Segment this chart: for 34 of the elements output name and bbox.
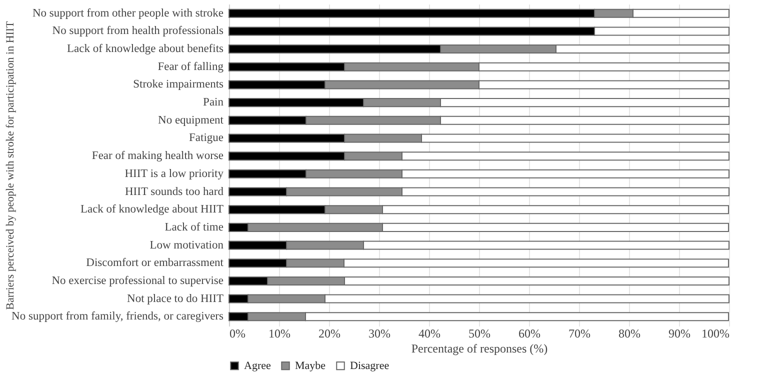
y-tick-label: No support from health professionals bbox=[52, 25, 224, 38]
x-tick-label: 90% bbox=[668, 326, 690, 340]
y-tick-label: No exercise professional to supervise bbox=[52, 274, 224, 287]
y-tick-label: HIIT is a low priority bbox=[124, 168, 224, 180]
x-tick-label: 50% bbox=[468, 326, 490, 340]
x-tick-label: 60% bbox=[518, 326, 540, 340]
y-tick-label: Discomfort or embarrassment bbox=[86, 257, 224, 270]
x-tick-label: 70% bbox=[568, 326, 590, 340]
y-tick-label: No equipment bbox=[158, 114, 224, 126]
y-tick-label: Lack of time bbox=[164, 221, 224, 234]
y-tick-label: Not place to do HIIT bbox=[127, 292, 224, 305]
x-axis-title: Percentage of responses (%) bbox=[411, 342, 548, 356]
x-tick-label: 0% bbox=[230, 326, 246, 340]
x-tick-label: 30% bbox=[368, 326, 390, 340]
y-tick-label: HIIT sounds too hard bbox=[125, 186, 224, 198]
x-tick-label: 10% bbox=[268, 326, 290, 340]
y-tick-label: Fatigue bbox=[189, 132, 224, 144]
legend-label: Maybe bbox=[295, 360, 326, 372]
y-tick-label: Lack of knowledge about benefits bbox=[67, 43, 224, 56]
y-tick-label: Lack of knowledge about HIIT bbox=[80, 204, 224, 216]
legend-label: Disagree bbox=[350, 360, 390, 372]
y-tick-label: No support from other people with stroke bbox=[32, 7, 224, 20]
y-axis-title: Barriers perceived by people with stroke for participation in HIIT bbox=[4, 20, 16, 310]
y-tick-label: Stroke impairments bbox=[133, 78, 224, 91]
x-tick-label: 80% bbox=[618, 326, 640, 340]
y-tick-label: Fear of falling bbox=[158, 60, 224, 73]
x-tick-label: 20% bbox=[318, 326, 340, 340]
y-tick-label: Fear of making health worse bbox=[92, 150, 224, 162]
y-tick-label: Low motivation bbox=[150, 239, 224, 252]
x-tick-label: 40% bbox=[418, 326, 440, 340]
x-tick-label: 100% bbox=[702, 326, 730, 340]
legend-label: Agree bbox=[244, 360, 271, 372]
y-tick-label: Pain bbox=[203, 96, 224, 109]
y-tick-label: No support from family, friends, or caregivers bbox=[12, 310, 224, 323]
